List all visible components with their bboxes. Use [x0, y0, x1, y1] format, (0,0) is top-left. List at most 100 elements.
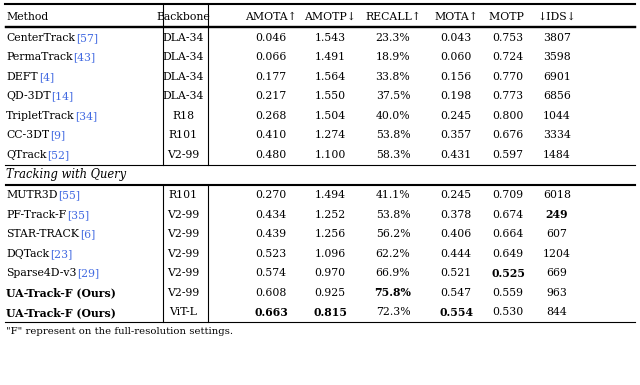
- Text: 0.525: 0.525: [491, 268, 525, 279]
- Text: 58.3%: 58.3%: [376, 150, 410, 160]
- Text: [9]: [9]: [50, 130, 65, 140]
- Text: 1.274: 1.274: [314, 130, 346, 140]
- Text: DLA-34: DLA-34: [163, 72, 204, 82]
- Text: 53.8%: 53.8%: [376, 130, 410, 140]
- Text: ↓IDS↓: ↓IDS↓: [538, 12, 577, 22]
- Text: Sparse4D-v3: Sparse4D-v3: [6, 268, 77, 278]
- Text: AMOTA↑: AMOTA↑: [245, 12, 297, 22]
- Text: V2-99: V2-99: [167, 229, 199, 239]
- Text: 1.550: 1.550: [314, 91, 346, 101]
- Text: 23.3%: 23.3%: [376, 33, 410, 43]
- Text: DLA-34: DLA-34: [163, 33, 204, 43]
- Text: STAR-TRACK: STAR-TRACK: [6, 229, 79, 239]
- Text: QTrack: QTrack: [6, 150, 47, 160]
- Text: [23]: [23]: [50, 249, 72, 259]
- Text: [43]: [43]: [74, 52, 96, 62]
- Text: 0.046: 0.046: [255, 33, 287, 43]
- Text: 18.9%: 18.9%: [376, 52, 410, 62]
- Text: [34]: [34]: [76, 111, 98, 121]
- Text: TripletTrack: TripletTrack: [6, 111, 75, 121]
- Text: Method: Method: [6, 12, 48, 22]
- Text: 53.8%: 53.8%: [376, 210, 410, 220]
- Text: 0.970: 0.970: [314, 268, 346, 278]
- Text: [14]: [14]: [52, 91, 74, 101]
- Text: 1484: 1484: [543, 150, 571, 160]
- Text: 0.773: 0.773: [492, 91, 524, 101]
- Text: 0.217: 0.217: [255, 91, 287, 101]
- Text: CC-3DT: CC-3DT: [6, 130, 49, 140]
- Text: R101: R101: [168, 190, 198, 200]
- Text: CenterTrack: CenterTrack: [6, 33, 75, 43]
- Text: 6856: 6856: [543, 91, 571, 101]
- Text: 56.2%: 56.2%: [376, 229, 410, 239]
- Text: 0.800: 0.800: [492, 111, 524, 121]
- Text: 0.245: 0.245: [440, 111, 472, 121]
- Text: 6018: 6018: [543, 190, 571, 200]
- Text: V2-99: V2-99: [167, 150, 199, 160]
- Text: DLA-34: DLA-34: [163, 52, 204, 62]
- Text: 3598: 3598: [543, 52, 571, 62]
- Text: 0.709: 0.709: [492, 190, 524, 200]
- Text: QD-3DT: QD-3DT: [6, 91, 51, 101]
- Text: 0.357: 0.357: [440, 130, 472, 140]
- Text: 72.3%: 72.3%: [376, 307, 410, 317]
- Text: 0.480: 0.480: [255, 150, 287, 160]
- Text: V2-99: V2-99: [167, 249, 199, 259]
- Text: 0.270: 0.270: [255, 190, 287, 200]
- Text: 0.268: 0.268: [255, 111, 287, 121]
- Text: V2-99: V2-99: [167, 268, 199, 278]
- Text: 0.060: 0.060: [440, 52, 472, 62]
- Text: 1.491: 1.491: [314, 52, 346, 62]
- Text: 41.1%: 41.1%: [376, 190, 410, 200]
- Text: V2-99: V2-99: [167, 288, 199, 298]
- Text: 1.252: 1.252: [314, 210, 346, 220]
- Text: 607: 607: [547, 229, 568, 239]
- Text: MUTR3D: MUTR3D: [6, 190, 58, 200]
- Text: 6901: 6901: [543, 72, 571, 82]
- Text: 0.649: 0.649: [492, 249, 524, 259]
- Text: 0.177: 0.177: [255, 72, 287, 82]
- Text: Backbone: Backbone: [156, 12, 210, 22]
- Text: 1.564: 1.564: [314, 72, 346, 82]
- Text: 0.925: 0.925: [314, 288, 346, 298]
- Text: 669: 669: [547, 268, 568, 278]
- Text: 0.406: 0.406: [440, 229, 472, 239]
- Text: 1.543: 1.543: [314, 33, 346, 43]
- Text: 0.523: 0.523: [255, 249, 287, 259]
- Text: 0.434: 0.434: [255, 210, 287, 220]
- Text: MOTP: MOTP: [489, 12, 527, 22]
- Text: UA-Track-F (Ours): UA-Track-F (Ours): [6, 307, 116, 318]
- Text: 0.559: 0.559: [493, 288, 524, 298]
- Text: 0.663: 0.663: [254, 307, 288, 318]
- Text: 0.597: 0.597: [493, 150, 524, 160]
- Text: 0.066: 0.066: [255, 52, 287, 62]
- Text: RECALL↑: RECALL↑: [365, 12, 421, 22]
- Text: 0.410: 0.410: [255, 130, 287, 140]
- Text: 1.256: 1.256: [314, 229, 346, 239]
- Text: R18: R18: [172, 111, 194, 121]
- Text: [57]: [57]: [76, 33, 98, 43]
- Text: PermaTrack: PermaTrack: [6, 52, 72, 62]
- Text: 3334: 3334: [543, 130, 571, 140]
- Text: [6]: [6]: [80, 229, 95, 239]
- Text: R101: R101: [168, 130, 198, 140]
- Text: ViT-L: ViT-L: [169, 307, 197, 317]
- Text: [4]: [4]: [38, 72, 54, 82]
- Text: DEFT: DEFT: [6, 72, 38, 82]
- Text: Tracking with Query: Tracking with Query: [6, 168, 126, 181]
- Text: DLA-34: DLA-34: [163, 91, 204, 101]
- Text: AMOTP↓: AMOTP↓: [304, 12, 356, 22]
- Text: PF-Track-F: PF-Track-F: [6, 210, 67, 220]
- Text: 0.521: 0.521: [440, 268, 472, 278]
- Text: 3807: 3807: [543, 33, 571, 43]
- Text: 0.245: 0.245: [440, 190, 472, 200]
- Text: 0.547: 0.547: [440, 288, 472, 298]
- Text: 249: 249: [546, 209, 568, 220]
- Text: 0.554: 0.554: [439, 307, 473, 318]
- Text: MOTA↑: MOTA↑: [434, 12, 478, 22]
- Text: 0.574: 0.574: [255, 268, 287, 278]
- Text: DQTack: DQTack: [6, 249, 49, 259]
- Text: 0.770: 0.770: [492, 72, 524, 82]
- Text: 37.5%: 37.5%: [376, 91, 410, 101]
- Text: 1.504: 1.504: [314, 111, 346, 121]
